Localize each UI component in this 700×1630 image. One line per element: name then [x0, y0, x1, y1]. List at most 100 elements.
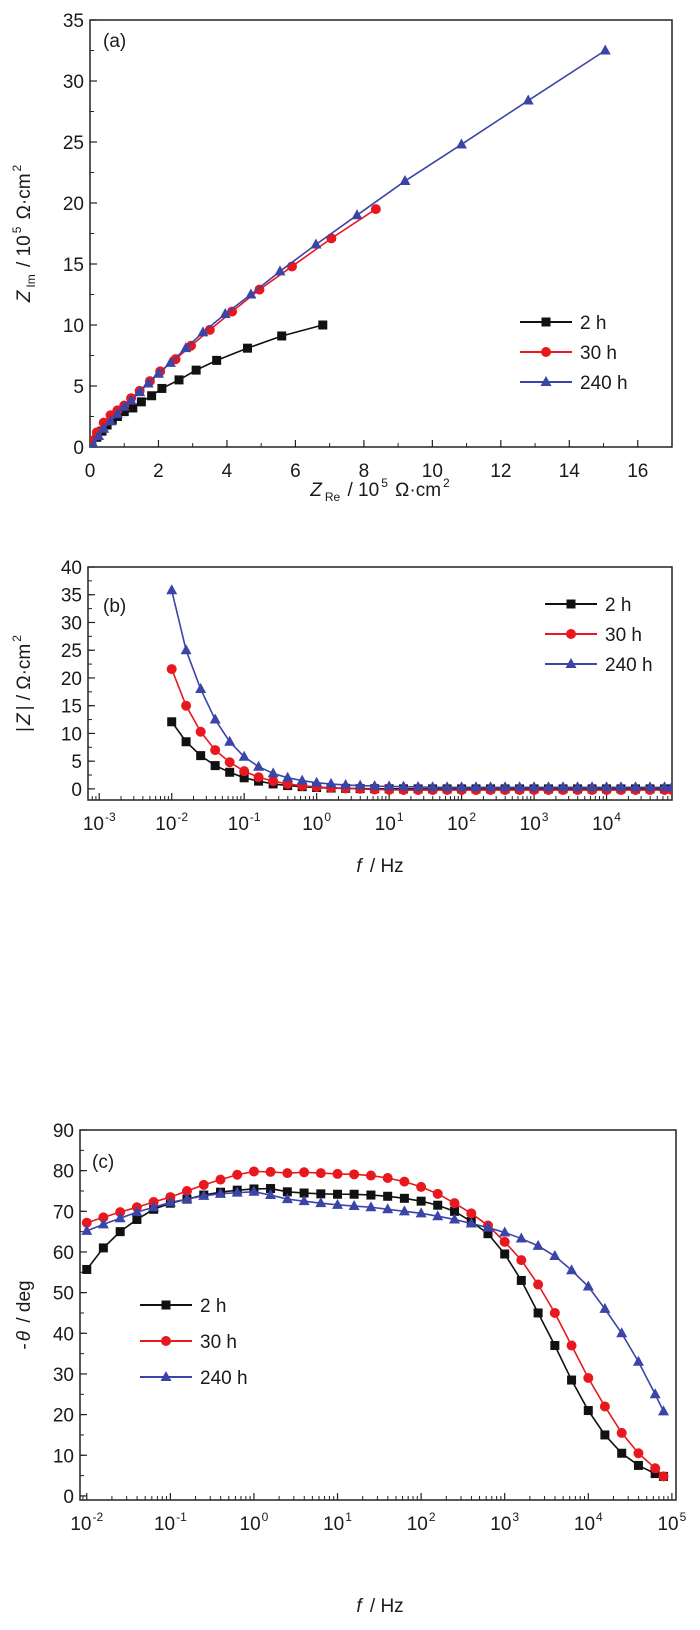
marker-square	[516, 1275, 526, 1285]
marker-triangle	[274, 265, 286, 276]
marker-circle	[533, 1279, 544, 1290]
marker-triangle	[586, 781, 598, 792]
marker-triangle	[351, 209, 363, 220]
marker-square	[349, 1189, 359, 1199]
y-tick-label: 40	[61, 558, 82, 579]
x-tick-label: 10-3	[83, 810, 116, 835]
marker-triangle	[253, 760, 265, 771]
marker-square	[282, 1187, 292, 1197]
marker-circle	[566, 1340, 577, 1351]
marker-triangle	[348, 1200, 360, 1211]
marker-circle	[365, 1170, 376, 1181]
marker-square	[650, 1469, 660, 1479]
marker-square	[483, 1229, 493, 1239]
marker-circle	[449, 1198, 460, 1209]
marker-triangle	[528, 781, 540, 792]
panel-label: (a)	[103, 31, 126, 52]
marker-circle	[583, 1373, 594, 1384]
marker-square	[191, 365, 201, 375]
marker-triangle	[465, 1217, 477, 1228]
marker-circle	[166, 664, 177, 675]
plot-frame	[87, 566, 673, 801]
marker-triangle	[245, 288, 257, 299]
x-axis-label: Z Re / 10 5 Ω·cm 2	[309, 476, 450, 504]
text-part: -2	[177, 810, 188, 824]
series-line	[86, 1190, 665, 1412]
marker-circle	[399, 1176, 410, 1187]
text-part: 10	[240, 1514, 261, 1535]
y-tick-label: 0	[71, 780, 82, 801]
y-tick-label: 10	[53, 1446, 74, 1467]
y-tick-label: 0	[63, 1487, 74, 1508]
text-part: 10	[228, 814, 249, 835]
marker-circle	[315, 1168, 326, 1179]
text-part: θ	[14, 1330, 35, 1341]
marker-circle	[161, 1336, 171, 1346]
marker-square	[132, 1214, 142, 1224]
marker-triangle	[164, 1196, 176, 1207]
marker-circle	[650, 1463, 661, 1474]
y-tick-label: 25	[63, 133, 84, 154]
marker-triangle	[160, 1371, 172, 1381]
marker-square	[119, 407, 129, 417]
y-tick-label: 10	[61, 724, 82, 745]
marker-square	[316, 1189, 326, 1199]
marker-circle	[195, 726, 206, 737]
marker-triangle	[522, 94, 534, 105]
x-tick-label: 101	[375, 810, 404, 835]
text-part: | / Ω·cm	[14, 644, 35, 711]
x-tick-label: 10-2	[155, 810, 188, 835]
text-part: f	[356, 856, 363, 877]
marker-triangle	[197, 326, 209, 337]
marker-circle	[204, 324, 215, 335]
marker-triangle	[93, 430, 105, 441]
marker-circle	[326, 233, 337, 244]
text-part: 1	[345, 1510, 352, 1524]
marker-circle	[115, 1207, 126, 1218]
marker-circle	[549, 1307, 560, 1318]
marker-square	[98, 1243, 108, 1253]
marker-triangle	[134, 386, 146, 397]
marker-circle	[248, 1166, 259, 1177]
text-part: 10	[323, 1514, 344, 1535]
y-tick-label: 20	[61, 669, 82, 690]
marker-circle	[254, 284, 265, 295]
marker-triangle	[281, 1193, 293, 1204]
y-tick-label: 5	[71, 752, 82, 773]
y-axis-label: Z Im / 10 5 Ω·cm 2	[10, 164, 38, 303]
marker-triangle	[131, 1206, 143, 1217]
marker-square	[566, 599, 576, 609]
marker-triangle	[666, 781, 672, 792]
legend-item: 240 h	[140, 1368, 248, 1389]
legend-item: 2 h	[545, 595, 631, 616]
text-part: 5	[10, 226, 24, 233]
legend-label: 30 h	[200, 1332, 237, 1353]
text-part: 10	[520, 814, 541, 835]
text-part: 2	[10, 164, 24, 171]
marker-circle	[370, 204, 381, 215]
marker-triangle	[296, 774, 308, 785]
marker-triangle	[142, 377, 154, 388]
marker-triangle	[298, 1195, 310, 1206]
marker-triangle	[152, 367, 164, 378]
marker-circle	[432, 1188, 443, 1199]
y-tick-label: 35	[61, 586, 82, 607]
series-2h	[82, 1184, 669, 1481]
marker-circle	[616, 1427, 627, 1438]
marker-square	[500, 1249, 510, 1259]
marker-square	[450, 1206, 460, 1216]
marker-square	[157, 383, 167, 393]
marker-circle	[268, 776, 279, 787]
marker-triangle	[456, 781, 468, 792]
x-tick-label: 4	[222, 461, 233, 482]
text-part: 5	[680, 1510, 687, 1524]
text-part: 10	[592, 814, 613, 835]
marker-triangle	[549, 1250, 561, 1261]
marker-square	[161, 1300, 171, 1310]
marker-square	[128, 403, 138, 413]
text-part: -2	[92, 1510, 103, 1524]
series-240h	[166, 584, 672, 792]
marker-circle	[181, 1185, 192, 1196]
